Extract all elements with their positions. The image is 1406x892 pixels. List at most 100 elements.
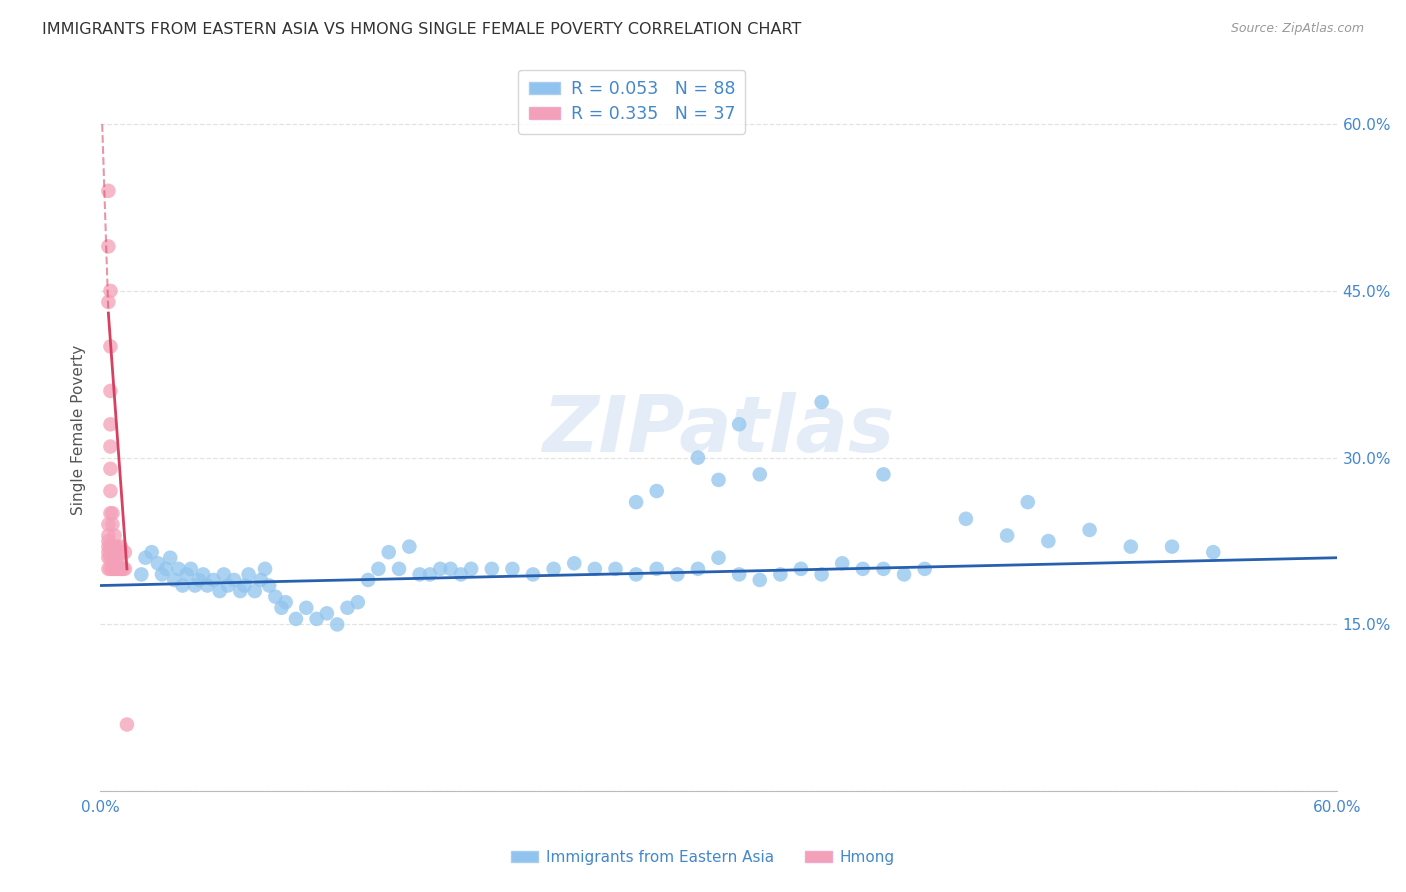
Point	[100, 462, 122, 476]
Point	[131, 567, 153, 582]
Legend: R = 0.053   N = 88, R = 0.335   N = 37: R = 0.053 N = 88, R = 0.335 N = 37	[519, 70, 745, 134]
Point	[150, 567, 173, 582]
Y-axis label: Single Female Poverty: Single Female Poverty	[72, 344, 86, 515]
Point	[377, 545, 399, 559]
Text: Source: ZipAtlas.com: Source: ZipAtlas.com	[1230, 22, 1364, 36]
Point	[748, 573, 770, 587]
Point	[270, 600, 292, 615]
Point	[1038, 534, 1060, 549]
Text: ZIPatlas: ZIPatlas	[543, 392, 894, 468]
Point	[100, 417, 122, 432]
Point	[233, 578, 256, 592]
Point	[97, 184, 120, 198]
Point	[217, 578, 239, 592]
Point	[686, 562, 709, 576]
Point	[624, 567, 647, 582]
Point	[114, 562, 136, 576]
Point	[101, 550, 124, 565]
Point	[97, 239, 120, 253]
Point	[100, 284, 122, 298]
Point	[264, 590, 287, 604]
Point	[103, 562, 125, 576]
Point	[1119, 540, 1142, 554]
Point	[110, 540, 132, 554]
Point	[110, 562, 132, 576]
Point	[193, 567, 215, 582]
Point	[583, 562, 606, 576]
Text: IMMIGRANTS FROM EASTERN ASIA VS HMONG SINGLE FEMALE POVERTY CORRELATION CHART: IMMIGRANTS FROM EASTERN ASIA VS HMONG SI…	[42, 22, 801, 37]
Point	[101, 545, 124, 559]
Point	[707, 473, 730, 487]
Point	[852, 562, 875, 576]
Point	[728, 417, 751, 432]
Point	[645, 562, 668, 576]
Point	[748, 467, 770, 482]
Point	[831, 556, 853, 570]
Point	[893, 567, 915, 582]
Point	[176, 567, 198, 582]
Point	[543, 562, 565, 576]
Point	[105, 540, 128, 554]
Point	[810, 395, 832, 409]
Point	[955, 512, 977, 526]
Point	[100, 562, 122, 576]
Point	[501, 562, 523, 576]
Point	[97, 545, 120, 559]
Point	[1078, 523, 1101, 537]
Point	[101, 506, 124, 520]
Point	[408, 567, 430, 582]
Point	[155, 562, 177, 576]
Point	[346, 595, 368, 609]
Point	[100, 550, 122, 565]
Point	[97, 534, 120, 549]
Point	[460, 562, 482, 576]
Point	[114, 545, 136, 559]
Point	[388, 562, 411, 576]
Point	[872, 467, 894, 482]
Point	[439, 562, 461, 576]
Point	[562, 556, 585, 570]
Point	[180, 562, 202, 576]
Point	[100, 384, 122, 398]
Point	[1161, 540, 1184, 554]
Point	[224, 573, 246, 587]
Point	[100, 540, 122, 554]
Point	[97, 517, 120, 532]
Point	[110, 562, 132, 576]
Point	[97, 295, 120, 310]
Point	[159, 550, 181, 565]
Point	[107, 562, 129, 576]
Point	[97, 550, 120, 565]
Point	[115, 717, 138, 731]
Point	[97, 528, 120, 542]
Point	[188, 573, 211, 587]
Point	[195, 578, 218, 592]
Point	[336, 600, 359, 615]
Point	[481, 562, 503, 576]
Point	[295, 600, 318, 615]
Point	[212, 567, 235, 582]
Point	[100, 339, 122, 353]
Point	[107, 550, 129, 565]
Point	[367, 562, 389, 576]
Point	[645, 483, 668, 498]
Point	[229, 584, 252, 599]
Point	[686, 450, 709, 465]
Point	[100, 506, 122, 520]
Point	[872, 562, 894, 576]
Point	[398, 540, 420, 554]
Point	[1017, 495, 1039, 509]
Point	[707, 550, 730, 565]
Point	[274, 595, 297, 609]
Point	[728, 567, 751, 582]
Point	[605, 562, 627, 576]
Point	[522, 567, 544, 582]
Point	[105, 562, 128, 576]
Point	[914, 562, 936, 576]
Point	[202, 573, 225, 587]
Point	[250, 573, 273, 587]
Point	[172, 578, 194, 592]
Point	[103, 540, 125, 554]
Point	[167, 562, 190, 576]
Point	[101, 517, 124, 532]
